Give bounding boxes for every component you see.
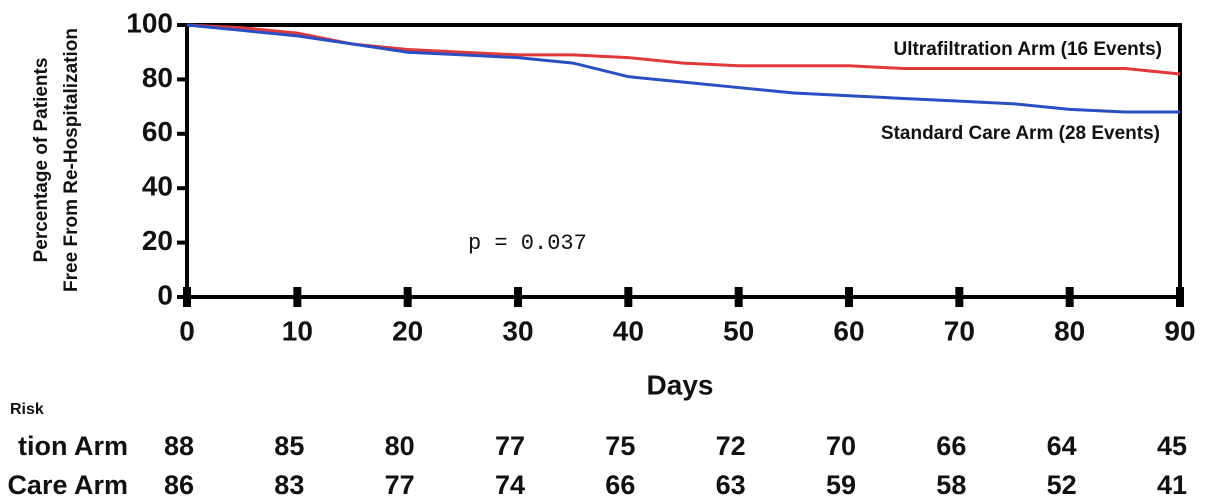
series-label: Ultrafiltration Arm (16 Events) xyxy=(893,39,1162,60)
series-line xyxy=(186,23,1180,114)
table-cell: 59 xyxy=(826,470,856,500)
table-cell: 66 xyxy=(936,431,966,461)
table-cell: 58 xyxy=(936,470,966,500)
y-tick-label: 20 xyxy=(142,225,173,256)
annotation: p = 0.037 xyxy=(468,231,587,256)
x-tick-label: 30 xyxy=(502,315,533,346)
x-tick-label: 20 xyxy=(392,315,423,346)
table-cell: 41 xyxy=(1157,470,1187,500)
x-axis-label: Days xyxy=(647,369,714,400)
x-tick-label: 70 xyxy=(944,315,975,346)
y-tick-label: 0 xyxy=(157,279,173,310)
table-cell: 66 xyxy=(605,470,635,500)
table-cell: 80 xyxy=(385,431,415,461)
table-cell: 63 xyxy=(716,470,746,500)
table-title: Risk xyxy=(10,401,44,418)
x-tick-label: 40 xyxy=(613,315,644,346)
x-tick-label: 60 xyxy=(833,315,864,346)
table-cell: 74 xyxy=(495,470,525,500)
table-cell: 85 xyxy=(274,431,304,461)
row-label: Care Arm xyxy=(7,470,128,500)
x-tick-label: 90 xyxy=(1164,315,1195,346)
table-cell: 64 xyxy=(1047,431,1077,461)
x-tick-label: 50 xyxy=(723,315,754,346)
y-tick-label: 100 xyxy=(126,7,173,38)
table-cell: 72 xyxy=(716,431,746,461)
table-cell: 45 xyxy=(1157,431,1187,461)
table-cell: 75 xyxy=(605,431,635,461)
table-cell: 52 xyxy=(1047,470,1077,500)
table-cell: 70 xyxy=(826,431,856,461)
y-axis-label: Percentage of Patients xyxy=(31,58,52,263)
y-tick-label: 40 xyxy=(142,171,173,202)
y-tick-label: 80 xyxy=(142,62,173,93)
table-cell: 77 xyxy=(385,470,415,500)
table-cell: 88 xyxy=(164,431,194,461)
table-cell: 86 xyxy=(164,470,194,500)
x-tick-label: 0 xyxy=(179,315,195,346)
table-cell: 83 xyxy=(274,470,304,500)
row-label: tion Arm xyxy=(18,431,128,461)
y-tick-label: 60 xyxy=(142,116,173,147)
x-tick-label: 10 xyxy=(282,315,313,346)
series-label: Standard Care Arm (28 Events) xyxy=(881,123,1160,144)
table-cell: 77 xyxy=(495,431,525,461)
plot-frame xyxy=(185,23,1182,299)
x-tick-label: 80 xyxy=(1054,315,1085,346)
y-axis-label: Free From Re-Hospitalization xyxy=(61,28,82,292)
